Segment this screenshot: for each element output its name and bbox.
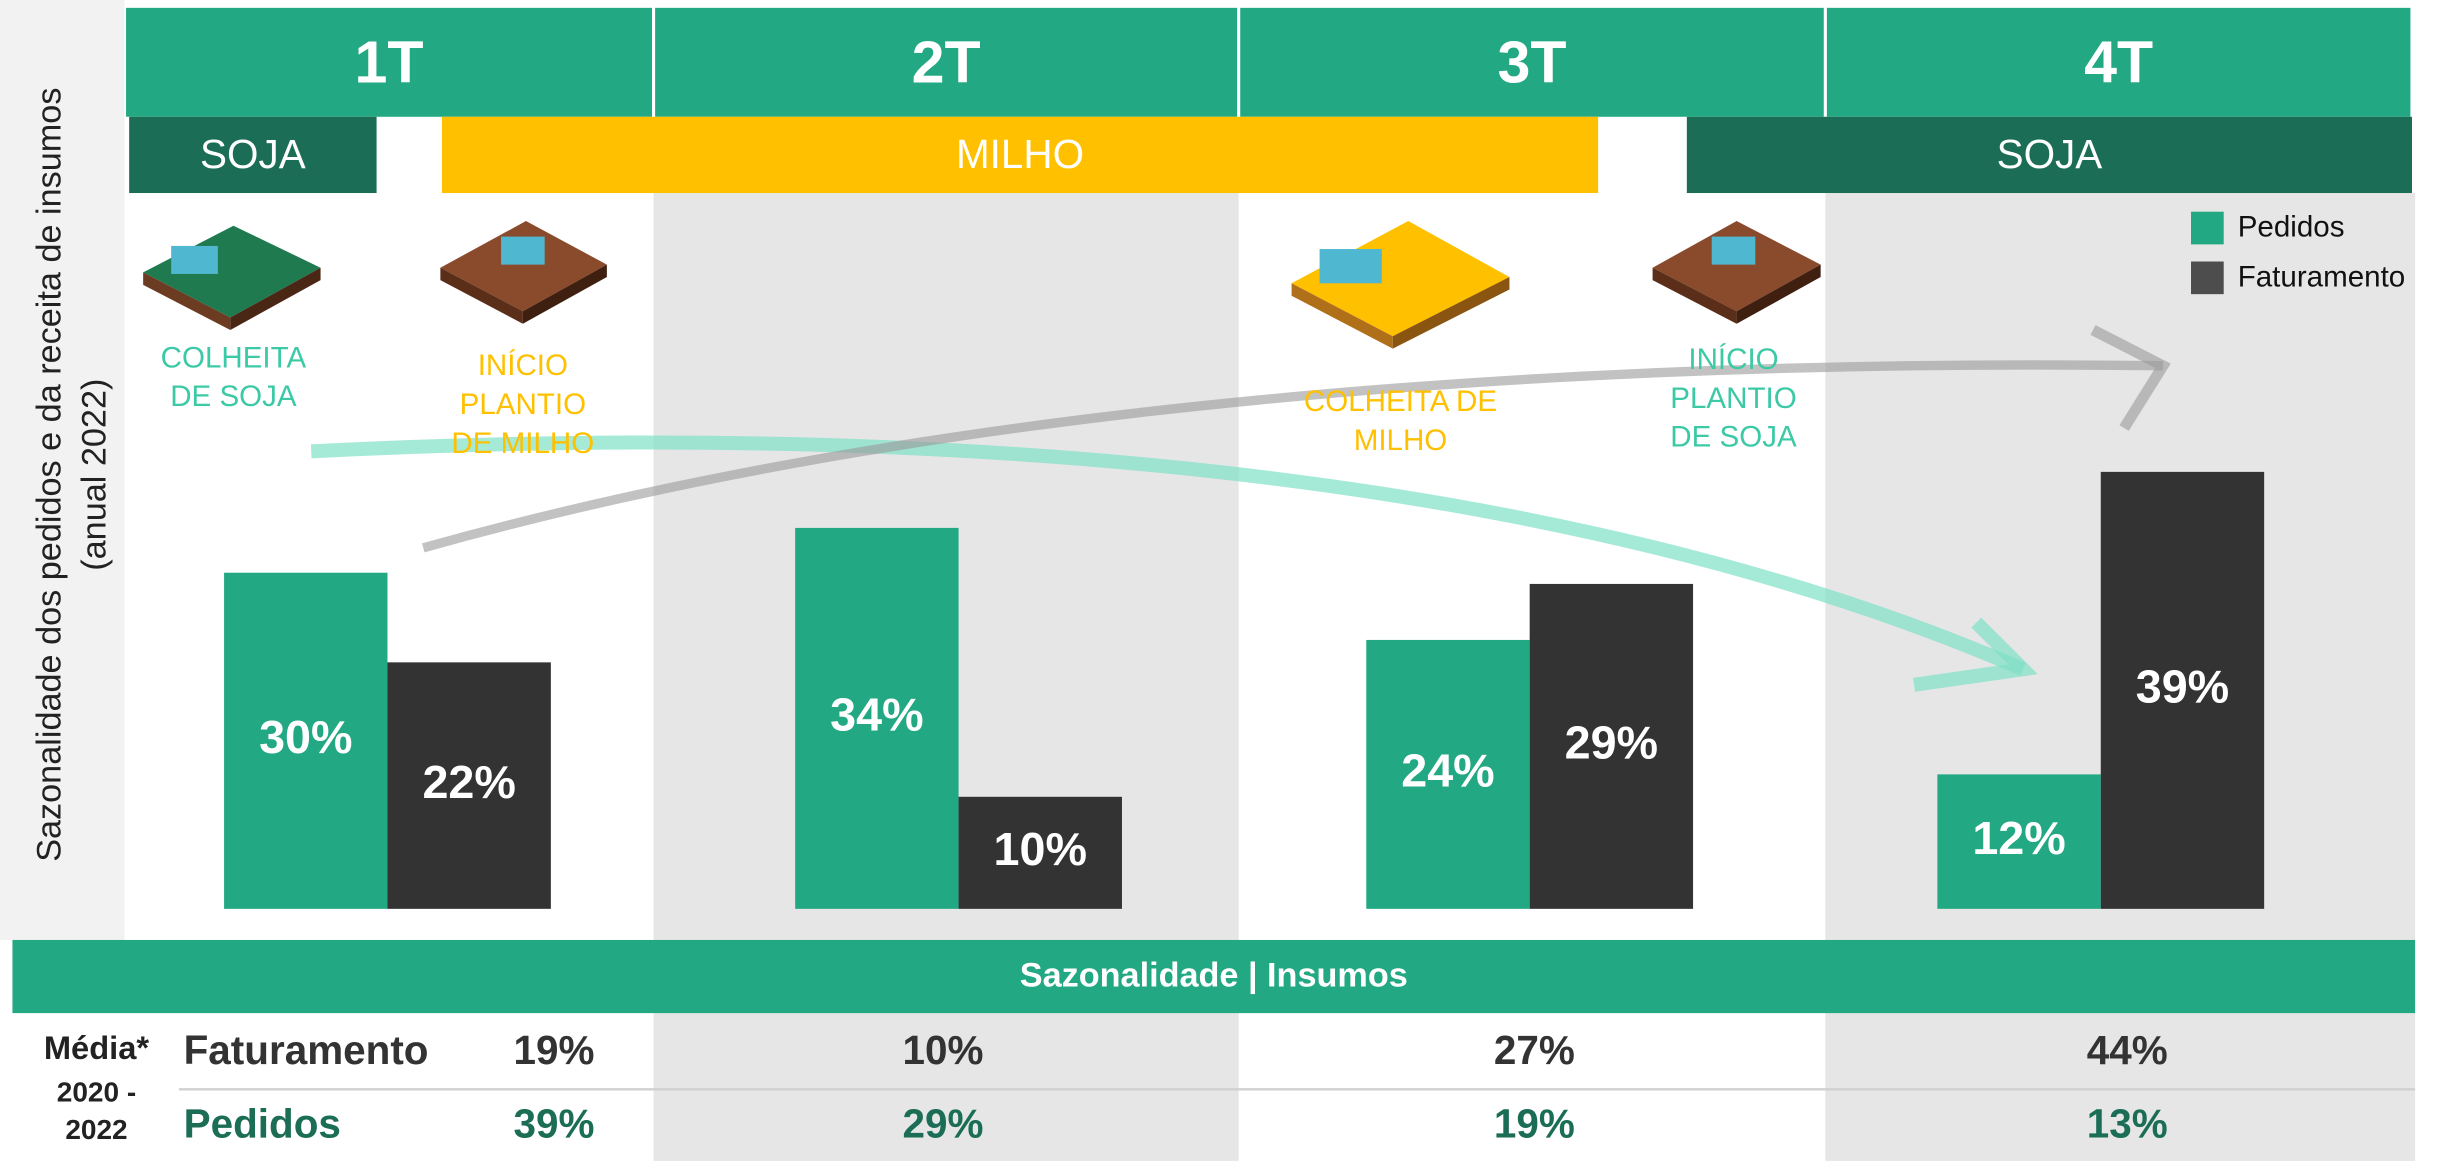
season-band xyxy=(129,116,377,194)
bar xyxy=(958,796,1122,909)
annotation: PLANTIO xyxy=(460,388,586,421)
axis-strip xyxy=(0,0,125,940)
value-label: 12% xyxy=(1972,812,2065,864)
season-band xyxy=(441,116,1599,194)
table-title: Sazonalidade | Insumos xyxy=(1020,956,1408,994)
bar xyxy=(2100,471,2265,909)
annotation: COLHEITA xyxy=(161,341,307,374)
table-cell: 10% xyxy=(903,1027,984,1073)
season-band xyxy=(1686,116,2412,194)
y-axis-label: (anual 2022) xyxy=(76,379,114,571)
table-cell: 19% xyxy=(514,1027,595,1073)
icon-plant-soy xyxy=(1652,221,1821,324)
legend-swatch xyxy=(2191,261,2224,295)
annotation: DE SOJA xyxy=(170,380,297,413)
table-caption: 2022 xyxy=(65,1114,127,1145)
row-label: Pedidos xyxy=(184,1100,341,1146)
bar xyxy=(1366,639,1530,909)
value-label: 10% xyxy=(994,823,1087,875)
quarter-label: 2T xyxy=(912,29,981,96)
icon-harvest-soy xyxy=(143,225,321,330)
row-label: Faturamento xyxy=(184,1027,429,1073)
legend-label: Faturamento xyxy=(2238,260,2406,293)
value-label: 39% xyxy=(2136,661,2229,713)
legend-swatch xyxy=(2191,211,2224,245)
brush-arrow xyxy=(422,360,2164,553)
value-label: 29% xyxy=(1565,717,1658,769)
season-label: SOJA xyxy=(200,131,306,177)
quarter-header xyxy=(1826,7,2411,117)
annotation: INÍCIO xyxy=(1688,343,1778,376)
table-cell: 39% xyxy=(514,1100,595,1146)
quarter-label: 1T xyxy=(355,29,424,96)
annotation: PLANTIO xyxy=(1670,382,1796,415)
legend-label: Pedidos xyxy=(2238,211,2345,244)
table-cell: 13% xyxy=(2087,1100,2168,1146)
table-cell: 44% xyxy=(2087,1027,2168,1073)
bar xyxy=(1937,774,2101,909)
quarter-label: 3T xyxy=(1498,29,1567,96)
brush-arrow xyxy=(310,435,2026,676)
bar xyxy=(224,572,388,909)
season-label: SOJA xyxy=(1997,131,2103,177)
value-label: 30% xyxy=(259,711,352,763)
annotation: INÍCIO xyxy=(478,349,568,382)
icon-plant-corn xyxy=(440,221,607,324)
annotation: DE SOJA xyxy=(1670,421,1797,454)
brush-arrowhead xyxy=(2090,325,2171,431)
y-axis-label: Sazonalidade dos pedidos e da receita de… xyxy=(30,88,68,862)
brush-arrowhead xyxy=(1913,617,2038,692)
bar xyxy=(795,527,959,909)
quarter-header xyxy=(126,7,653,117)
quarter-header xyxy=(655,7,1238,117)
value-label: 22% xyxy=(422,756,515,808)
value-label: 24% xyxy=(1401,745,1494,797)
table-caption: Média* xyxy=(44,1029,150,1066)
annotation: COLHEITA DE xyxy=(1304,385,1497,418)
quarter-header xyxy=(1240,7,1824,117)
season-label: MILHO xyxy=(956,131,1084,177)
icon-harvest-corn xyxy=(1291,221,1510,349)
bar xyxy=(387,662,551,909)
value-label: 34% xyxy=(830,689,923,741)
table-cell: 27% xyxy=(1494,1027,1575,1073)
annotation: DE MILHO xyxy=(451,427,594,460)
annotation: MILHO xyxy=(1354,424,1448,457)
table-cell: 19% xyxy=(1494,1100,1575,1146)
quarter-label: 4T xyxy=(2084,29,2153,96)
table-band xyxy=(12,939,2416,1014)
table-cell: 29% xyxy=(903,1100,984,1146)
bar xyxy=(1529,583,1694,909)
table-caption: 2020 - xyxy=(57,1076,136,1107)
